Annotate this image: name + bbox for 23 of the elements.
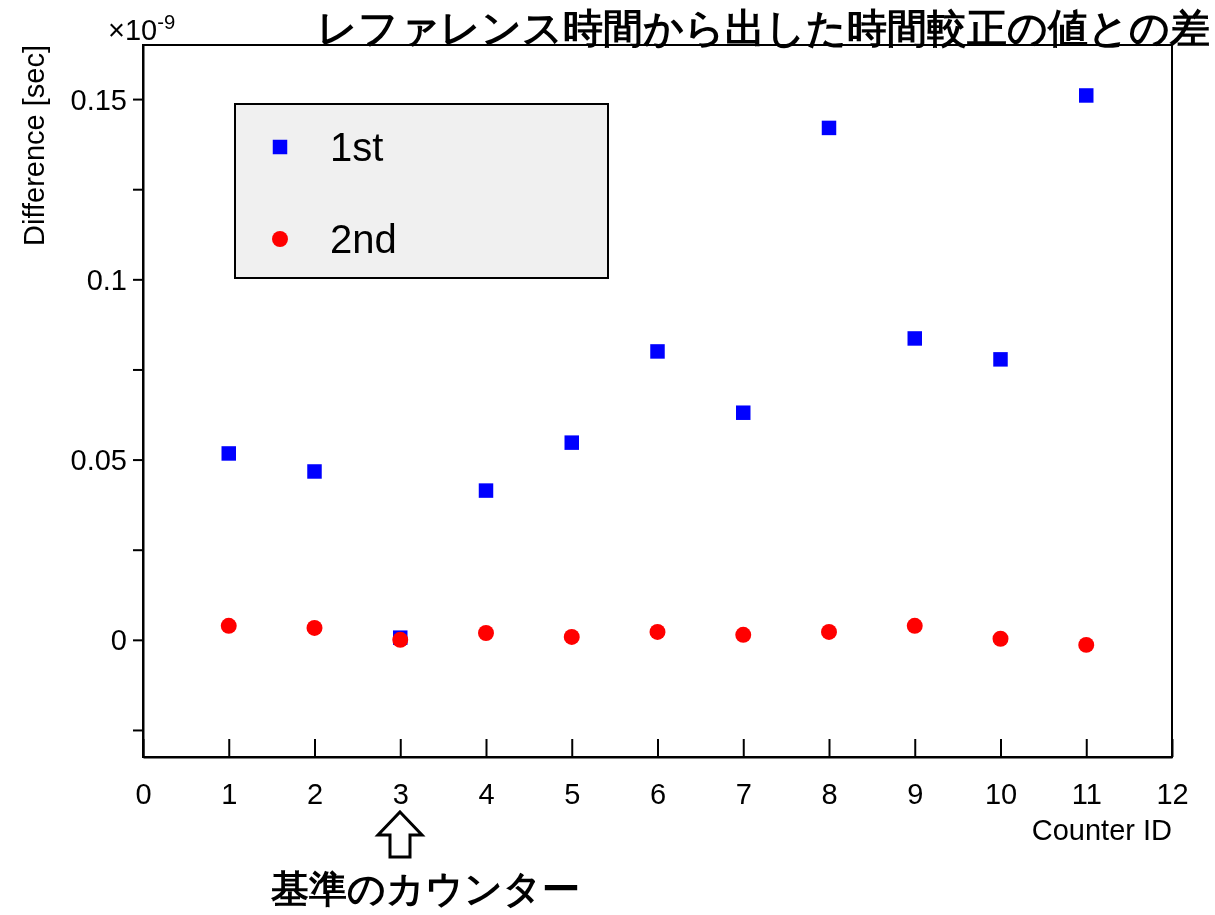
- x-tick-label: 11: [1071, 777, 1102, 810]
- x-tick-label: 2: [306, 777, 324, 810]
- y-tick-label: 0.05: [70, 444, 127, 477]
- y-tick-label: 0.1: [86, 263, 127, 296]
- x-tick-label: 9: [907, 777, 924, 810]
- x-tick-label: 1: [221, 777, 238, 810]
- y-axis-title: Difference [sec]: [18, 45, 50, 246]
- x-tick-label: 8: [821, 777, 838, 810]
- x-tick-label: 12: [1156, 777, 1189, 810]
- y-tick-label: 0.15: [70, 83, 127, 116]
- x-tick-label: 7: [735, 777, 752, 810]
- y-tick-label: 0: [110, 624, 127, 657]
- legend-label: 2nd: [330, 217, 397, 261]
- x-tick-label: 3: [392, 777, 409, 810]
- x-tick-label: 6: [649, 777, 667, 810]
- x-axis-title: Counter ID: [1031, 814, 1172, 846]
- x-tick-label: 10: [984, 777, 1018, 810]
- legend-label: 1st: [330, 125, 384, 169]
- annotation: ×10$^{-9}$: [108, 11, 176, 46]
- text: 基準のカウンター: [269, 868, 580, 910]
- x-tick-label: 5: [564, 777, 581, 810]
- x-tick-label: 4: [478, 777, 495, 810]
- x-tick-label: 0: [135, 777, 152, 810]
